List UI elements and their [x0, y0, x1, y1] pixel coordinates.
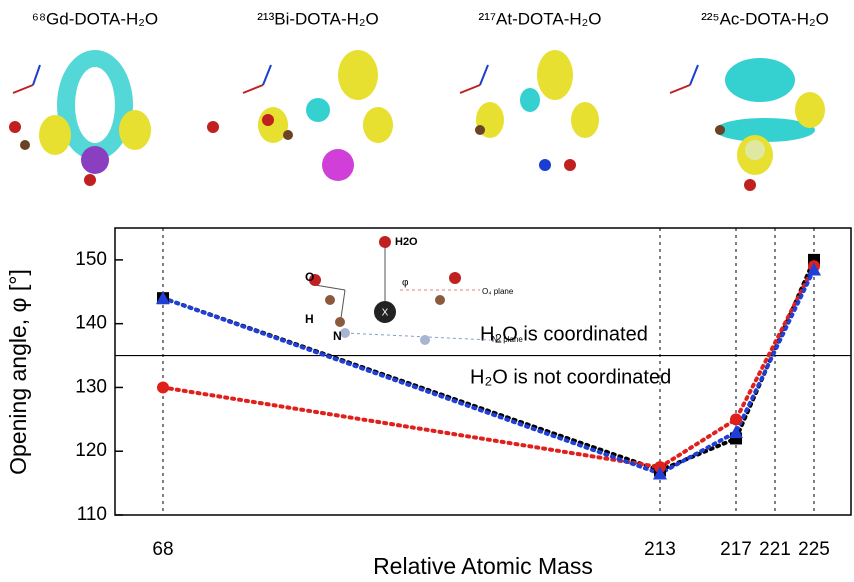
x-tick-label: 68 [152, 539, 173, 560]
molecule-image [459, 50, 599, 171]
panel-images [9, 50, 825, 191]
panel-title: ⁶⁸Gd-DOTA-H₂O [32, 9, 158, 28]
panel-title: ²¹³Bi-DOTA-H₂O [257, 9, 378, 28]
inset-label: φ [402, 278, 409, 289]
inset-label: N₄ plane [492, 335, 523, 344]
marker [157, 381, 169, 394]
x-axis-label: Relative Atomic Mass [373, 553, 593, 579]
plane-line [344, 332, 491, 341]
annotation: H₂O is not coordinated [470, 366, 671, 388]
inset-label: N [333, 329, 342, 343]
bond [314, 284, 346, 291]
molecule-image [242, 50, 393, 181]
y-tick-label: 110 [77, 504, 107, 525]
inset-diagram: H2O O H N O₄ plane N₄ plane φ X [305, 236, 523, 345]
inset-label: H [305, 312, 314, 326]
x-tick-label: 217 [720, 539, 752, 560]
inset-label: O₄ plane [482, 287, 514, 296]
inset-label: O [305, 270, 314, 284]
annotation: H₂O is coordinated [480, 323, 648, 345]
y-tick-label: 150 [75, 249, 107, 270]
series-line [161, 267, 816, 476]
series-line [161, 264, 816, 470]
panel-title: ²¹⁷At-DOTA-H₂O [479, 9, 602, 28]
y-tick-label: 140 [75, 313, 107, 334]
plot-frame [114, 227, 852, 516]
y-tick-label: 120 [75, 440, 107, 461]
marker [156, 291, 170, 305]
molecule-image [9, 50, 219, 186]
marker [653, 466, 667, 480]
panel-title: ²²⁵Ac-DOTA-H₂O [701, 9, 829, 28]
marker [730, 413, 742, 426]
y-tick-label: 130 [75, 376, 107, 397]
y-axis-label: Opening angle, φ [°] [5, 269, 31, 475]
inset-label: X [382, 308, 389, 319]
x-tick-label: 213 [644, 539, 676, 560]
molecule-image [669, 58, 825, 191]
x-tick-label: 221 [759, 539, 791, 560]
x-tick-label: 225 [798, 539, 830, 560]
inset-label: H2O [395, 236, 418, 248]
marker [729, 425, 743, 439]
marker [807, 262, 821, 276]
